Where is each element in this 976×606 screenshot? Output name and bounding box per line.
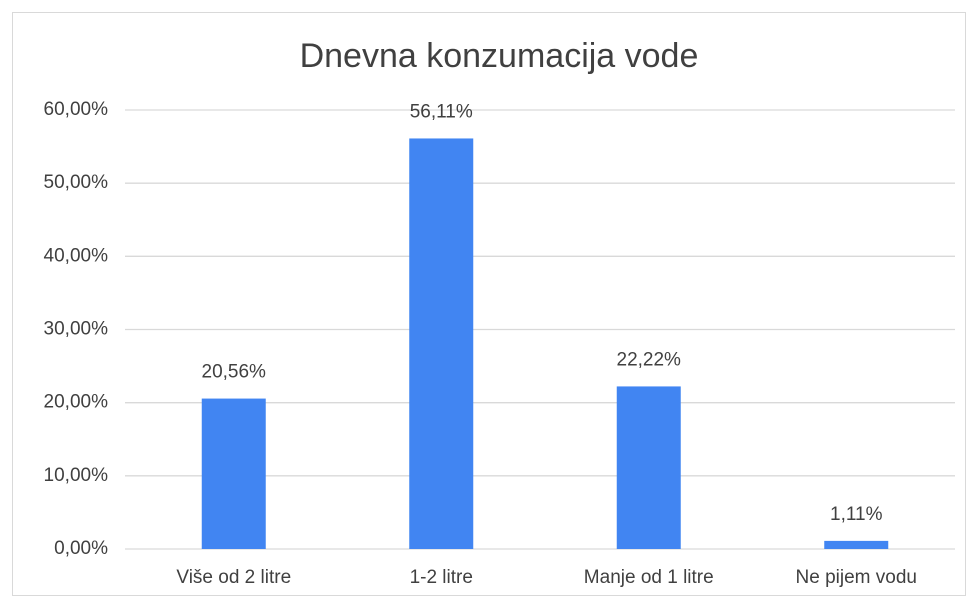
bar: [201, 398, 266, 549]
y-tick-label: 60,00%: [44, 99, 109, 120]
y-tick-label: 50,00%: [44, 172, 109, 193]
chart-title: Dnevna konzumacija vode: [300, 37, 699, 75]
bar: [409, 138, 474, 549]
bar: [824, 540, 889, 549]
y-tick-label: 0,00%: [54, 538, 108, 559]
data-label: 1,11%: [830, 504, 883, 525]
y-tick-label: 10,00%: [44, 465, 109, 486]
x-tick-label: 1-2 litre: [410, 567, 473, 588]
data-label: 22,22%: [617, 349, 682, 370]
y-tick-label: 20,00%: [44, 392, 109, 413]
chart-border: [12, 12, 966, 596]
y-tick-label: 30,00%: [44, 319, 109, 340]
data-label: 56,11%: [410, 101, 473, 122]
bar: [616, 386, 681, 549]
data-label: 20,56%: [202, 362, 267, 383]
x-tick-label: Više od 2 litre: [176, 567, 291, 588]
y-tick-label: 40,00%: [44, 245, 109, 266]
x-tick-label: Ne pijem vodu: [796, 567, 917, 588]
x-tick-label: Manje od 1 litre: [584, 567, 714, 588]
